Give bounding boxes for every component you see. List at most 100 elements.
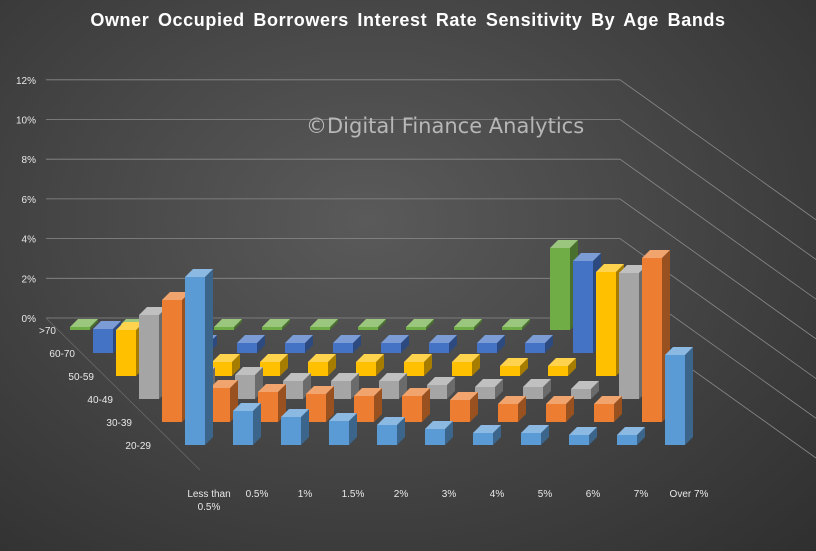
bar-30-39-4 xyxy=(354,396,374,422)
bar-side xyxy=(591,381,599,399)
bar-top xyxy=(333,335,361,343)
bar->70-0 xyxy=(70,327,90,330)
bar-20-29-7 xyxy=(521,433,541,445)
bar-40-49-0 xyxy=(139,315,159,399)
series-label: 40-49 xyxy=(87,395,113,406)
bar-side xyxy=(589,427,597,445)
bar-top xyxy=(235,367,263,375)
bar-top xyxy=(281,409,309,417)
bar-top xyxy=(210,380,238,388)
bar-top xyxy=(406,319,434,327)
bar-top xyxy=(425,421,453,429)
bar-40-49-10 xyxy=(619,273,639,399)
bar-top xyxy=(262,319,290,327)
bar-top xyxy=(93,321,121,329)
bar-side xyxy=(424,354,432,376)
bar-60-70-5 xyxy=(333,343,353,353)
category-label: 0.5% xyxy=(198,502,221,513)
bar-top xyxy=(594,396,622,404)
bar-60-70-6 xyxy=(381,343,401,353)
bar-20-29-2 xyxy=(281,417,301,445)
bar-top xyxy=(550,240,578,248)
bar-side xyxy=(685,347,693,445)
gridline-side xyxy=(619,119,816,260)
gridline-side xyxy=(619,79,816,221)
bar-top xyxy=(285,335,313,343)
bar-30-39-7 xyxy=(498,404,518,422)
bar-40-49-2 xyxy=(235,375,255,399)
bar-side xyxy=(282,319,290,330)
bar-top xyxy=(404,354,432,362)
bar-50-59-9 xyxy=(548,366,568,376)
bar-top xyxy=(569,427,597,435)
floor-edge xyxy=(45,317,201,471)
bar-20-29-0 xyxy=(185,277,205,445)
bar-top xyxy=(596,264,624,272)
category-label: 1.5% xyxy=(342,489,365,500)
bar-top xyxy=(477,335,505,343)
bar-top xyxy=(356,354,384,362)
bar-side xyxy=(522,319,530,330)
bar-side xyxy=(474,319,482,330)
bar-top xyxy=(402,388,430,396)
bar-top xyxy=(502,319,530,327)
bar-top xyxy=(379,373,407,381)
bar-side xyxy=(378,319,386,330)
bar-side xyxy=(637,427,645,445)
bar-40-49-9 xyxy=(571,389,591,399)
y-tick-label: 8% xyxy=(22,155,37,166)
y-tick-label: 2% xyxy=(22,274,37,285)
bar-60-70-4 xyxy=(285,343,305,353)
bar-side xyxy=(351,373,359,399)
bar-40-49-6 xyxy=(427,385,447,399)
category-label: 6% xyxy=(586,489,601,500)
y-tick-label: 4% xyxy=(22,235,37,246)
bar-60-70-10 xyxy=(573,261,593,353)
bar-side xyxy=(280,354,288,376)
bar-top xyxy=(571,381,599,389)
bar-30-39-0 xyxy=(162,300,182,422)
bar-top xyxy=(548,358,576,366)
bar-30-39-1 xyxy=(210,388,230,422)
category-label: 5% xyxy=(538,489,553,500)
bar-top xyxy=(260,354,288,362)
bar-top xyxy=(523,379,551,387)
bar-50-59-3 xyxy=(260,362,280,376)
bar->70-4 xyxy=(262,327,282,330)
category-label: 2% xyxy=(394,489,409,500)
bar-top xyxy=(308,354,336,362)
bar-side xyxy=(497,335,505,353)
bar-30-39-10 xyxy=(642,258,662,422)
bar-top xyxy=(454,319,482,327)
bar-top xyxy=(546,396,574,404)
bar-50-59-6 xyxy=(404,362,424,376)
bar-60-70-9 xyxy=(525,343,545,353)
bar-side xyxy=(447,377,455,399)
bar-60-70-3 xyxy=(237,343,257,353)
watermark-text: ©Digital Finance Analytics xyxy=(306,114,585,138)
bar-top xyxy=(452,354,480,362)
category-label: Over 7% xyxy=(670,489,709,500)
bar-60-70-8 xyxy=(477,343,497,353)
bar-side xyxy=(495,379,503,399)
bar-top xyxy=(310,319,338,327)
bar-top xyxy=(116,322,144,330)
series-label: 30-39 xyxy=(106,418,132,429)
bar-50-59-10 xyxy=(596,272,616,376)
bar-top xyxy=(258,384,286,392)
bar-top xyxy=(70,319,98,327)
floor xyxy=(45,317,201,471)
bar-side xyxy=(449,335,457,353)
bar-top xyxy=(665,347,693,355)
bar-side xyxy=(374,388,382,422)
bar->70-7 xyxy=(406,327,426,330)
bar-side xyxy=(328,354,336,376)
bar->70-6 xyxy=(358,327,378,330)
bar-side xyxy=(518,396,526,422)
bar-top xyxy=(233,403,261,411)
bar-top xyxy=(498,396,526,404)
y-tick-label: 6% xyxy=(22,195,37,206)
bar-side xyxy=(90,319,98,330)
bars xyxy=(70,240,693,445)
chart-title: Owner Occupied Borrowers Interest Rate S… xyxy=(90,10,726,30)
